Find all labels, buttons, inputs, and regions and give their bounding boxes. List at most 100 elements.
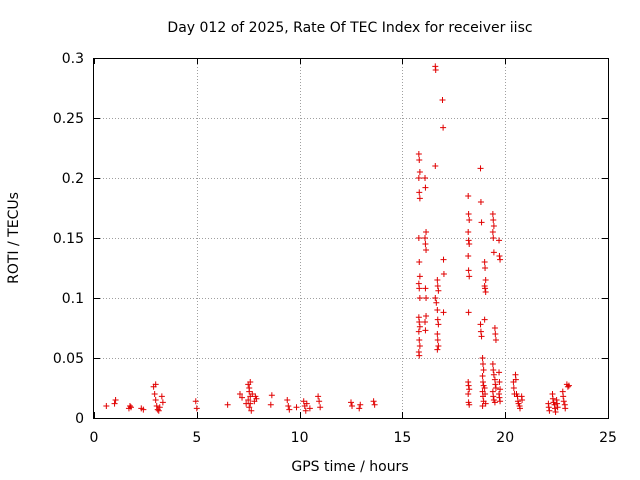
data-point xyxy=(512,376,519,383)
data-point xyxy=(156,404,163,411)
y-tick-label: 0.3 xyxy=(62,51,84,67)
data-point xyxy=(497,398,504,405)
data-point xyxy=(416,157,423,163)
data-point xyxy=(489,229,496,235)
x-tick-labels: 0 5 10 15 20 25 xyxy=(90,430,617,446)
data-point xyxy=(482,400,489,407)
data-point xyxy=(554,404,561,411)
data-point xyxy=(415,328,422,335)
data-point xyxy=(422,327,429,334)
plot-border xyxy=(93,58,609,419)
x-tick-label: 5 xyxy=(192,430,201,446)
data-point xyxy=(284,397,291,403)
data-point xyxy=(422,184,429,191)
y-tick-label: 0 xyxy=(75,411,84,427)
data-point xyxy=(564,383,571,390)
data-point xyxy=(491,325,498,331)
data-point xyxy=(434,277,441,283)
data-point xyxy=(466,386,473,393)
data-point xyxy=(491,399,498,406)
data-point xyxy=(224,401,231,408)
data-point xyxy=(479,403,486,409)
data-point xyxy=(245,397,252,403)
data-point xyxy=(466,217,473,223)
data-point xyxy=(357,401,364,408)
data-point xyxy=(465,267,472,274)
data-point xyxy=(126,403,133,409)
y-tick-labels: 0 0.05 0.1 0.15 0.2 0.25 0.3 xyxy=(53,51,84,427)
data-point xyxy=(423,229,430,235)
data-point xyxy=(416,337,423,343)
data-point xyxy=(422,175,429,181)
data-point xyxy=(440,309,447,316)
data-point xyxy=(496,379,503,385)
data-point xyxy=(489,211,496,217)
data-point xyxy=(300,398,307,405)
data-point xyxy=(490,393,497,400)
data-point xyxy=(560,398,567,405)
data-point xyxy=(490,235,497,241)
data-point xyxy=(128,404,135,411)
data-point xyxy=(552,409,559,415)
y-tick-label: 0.1 xyxy=(62,291,84,307)
data-point xyxy=(416,319,423,325)
data-point xyxy=(432,163,439,169)
data-point xyxy=(247,379,254,385)
data-point xyxy=(496,369,503,376)
data-point xyxy=(415,175,422,181)
data-point xyxy=(492,381,499,388)
x-tick-label: 15 xyxy=(393,430,411,446)
data-point xyxy=(285,403,292,409)
data-point xyxy=(315,393,322,400)
data-point xyxy=(549,395,556,402)
data-point xyxy=(416,295,423,301)
data-point xyxy=(140,406,147,413)
data-point xyxy=(434,307,441,313)
y-axis-label: ROTI / TECUs xyxy=(6,192,22,284)
data-point xyxy=(434,331,441,337)
data-point xyxy=(435,287,442,294)
data-point xyxy=(239,394,246,401)
data-point xyxy=(151,391,158,397)
data-point xyxy=(422,319,429,325)
data-point xyxy=(349,403,356,409)
data-point xyxy=(422,241,429,247)
data-point xyxy=(482,277,489,283)
data-point xyxy=(415,151,422,157)
data-point xyxy=(423,295,430,301)
data-point xyxy=(416,195,423,202)
data-point xyxy=(416,352,423,359)
data-point xyxy=(433,299,440,306)
data-point xyxy=(348,399,354,406)
data-point xyxy=(316,398,323,405)
data-point xyxy=(303,400,310,407)
data-point xyxy=(465,237,472,244)
data-point xyxy=(152,397,159,403)
data-point xyxy=(477,165,484,172)
data-point xyxy=(248,407,255,414)
data-point xyxy=(560,393,567,400)
data-point xyxy=(519,397,526,403)
data-point xyxy=(465,211,472,217)
data-point xyxy=(478,333,485,340)
data-point xyxy=(246,388,253,395)
data-point xyxy=(482,391,489,397)
data-point xyxy=(422,285,429,292)
x-axis-label: GPS time / hours xyxy=(291,459,408,475)
data-point xyxy=(246,404,253,411)
data-point xyxy=(466,401,473,408)
y-tick-label: 0.25 xyxy=(53,111,84,127)
y-tick-label: 0.2 xyxy=(62,171,84,187)
data-point xyxy=(416,169,423,175)
data-point xyxy=(435,343,442,349)
data-point xyxy=(496,237,503,244)
data-point xyxy=(103,403,110,409)
data-point xyxy=(158,393,165,400)
data-point xyxy=(253,395,260,402)
data-point xyxy=(492,331,499,337)
data-point xyxy=(479,355,486,361)
data-point xyxy=(496,394,503,401)
data-point xyxy=(490,367,497,373)
data-point xyxy=(465,193,472,199)
data-point xyxy=(440,256,447,263)
